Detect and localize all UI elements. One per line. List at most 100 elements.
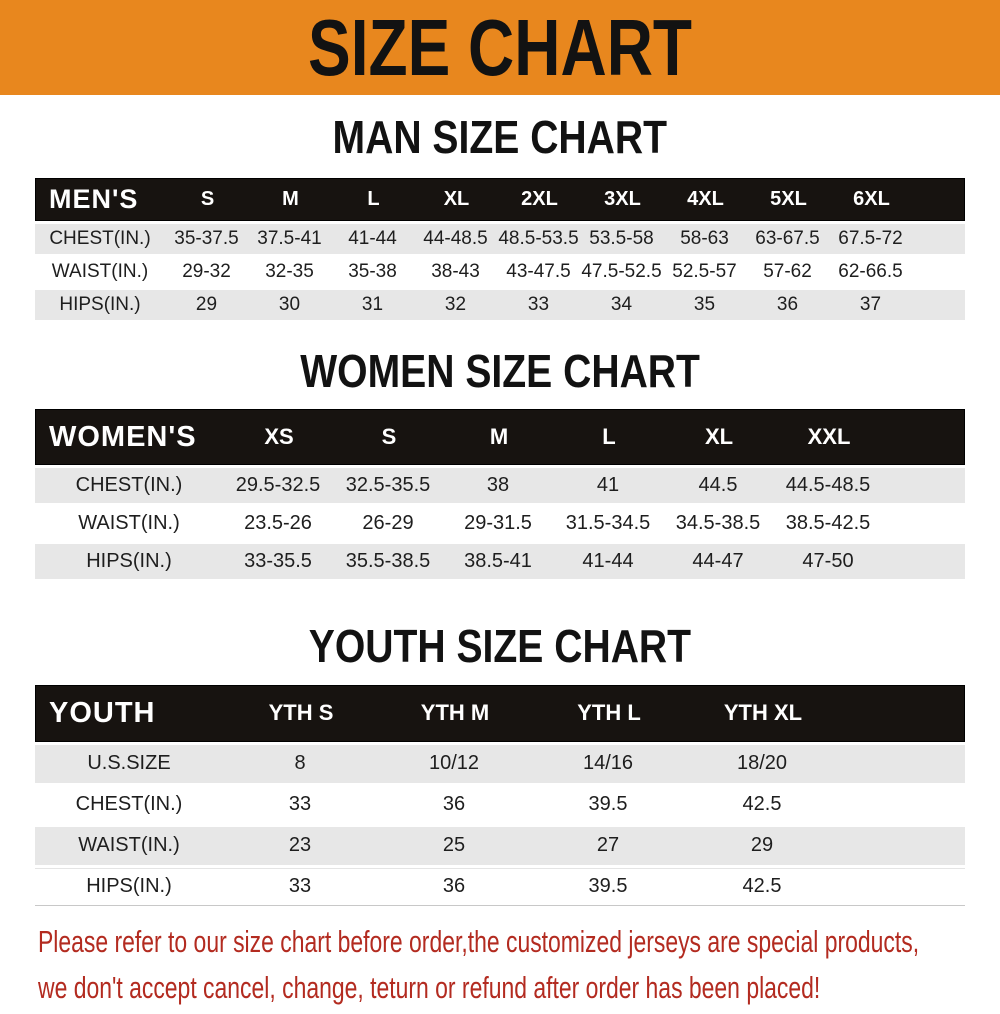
table-row: HIPS(IN.) 33 36 39.5 42.5 <box>35 867 965 906</box>
table-cell: 26-29 <box>362 512 414 535</box>
table-corner-label: WOMEN'S <box>49 420 197 453</box>
table-cell: 42.5 <box>742 875 782 898</box>
table-corner-label: MEN'S <box>49 183 139 214</box>
size-header-cell: YTH M <box>420 700 490 726</box>
size-header-cell: M <box>282 187 299 210</box>
table-row: CHEST(IN.) 33 36 39.5 42.5 <box>35 785 965 824</box>
table-row: WAIST(IN.) 23 25 27 29 <box>35 826 965 865</box>
banner-title: SIZE CHART <box>308 2 692 92</box>
row-spacer <box>839 745 965 783</box>
table-cell: 33 <box>288 875 312 898</box>
table-cell: 30 <box>278 293 301 315</box>
table-cell: 38.5-41 <box>464 550 532 573</box>
size-header-cell: YTH XL <box>723 700 803 726</box>
size-header-cell: 3XL <box>604 187 641 210</box>
table-cell: 32.5-35.5 <box>345 474 431 497</box>
row-spacer <box>883 506 965 541</box>
table-row: U.S.SIZE 8 10/12 14/16 18/20 <box>35 744 965 783</box>
row-spacer <box>883 544 965 579</box>
table-cell: 44-47 <box>692 550 744 573</box>
table-cell: 37.5-41 <box>257 227 322 249</box>
table-cell: 23.5-26 <box>244 512 312 535</box>
table-cell: 32-35 <box>265 260 314 282</box>
table-header-row: YOUTH YTH S YTH M YTH L YTH XL <box>35 684 965 742</box>
row-spacer <box>912 257 965 287</box>
table-cell: 38 <box>486 474 510 497</box>
size-chart-banner: SIZE CHART <box>0 0 1000 95</box>
table-row: WAIST(IN.) 29-32 32-35 35-38 38-43 43-47.5 47.… <box>35 256 965 287</box>
row-label-cell: WAIST(IN.) <box>51 260 149 282</box>
table-cell: 41-44 <box>348 227 397 249</box>
row-spacer <box>912 224 965 254</box>
table-cell: 29 <box>195 293 218 315</box>
table-cell: 58-63 <box>680 227 729 249</box>
table-cell: 34 <box>610 293 633 315</box>
table-cell: 36 <box>442 793 466 816</box>
table-cell: 57-62 <box>763 260 812 282</box>
row-label-cell: CHEST(IN.) <box>75 474 183 497</box>
table-cell: 14/16 <box>582 752 634 775</box>
table-cell: 63-67.5 <box>755 227 820 249</box>
table-cell: 31 <box>361 293 384 315</box>
row-label-cell: HIPS(IN.) <box>86 875 172 898</box>
table-cell: 43-47.5 <box>506 260 571 282</box>
disclaimer-line-1: Please refer to our size chart before or… <box>38 923 920 959</box>
table-cell: 44-48.5 <box>423 227 488 249</box>
table-cell: 36 <box>442 875 466 898</box>
table-cell: 34.5-38.5 <box>675 512 761 535</box>
row-spacer <box>839 827 965 865</box>
table-cell: 29-32 <box>182 260 231 282</box>
women-section-heading: WOMEN SIZE CHART <box>0 345 1000 397</box>
table-row: CHEST(IN.) 35-37.5 37.5-41 41-44 44-48.5 48.5… <box>35 223 965 254</box>
header-spacer <box>840 686 964 741</box>
table-cell: 38-43 <box>431 260 480 282</box>
table-cell: 18/20 <box>736 752 788 775</box>
size-header-cell: 4XL <box>687 187 724 210</box>
size-header-cell: M <box>489 424 509 450</box>
youth-size-table: YOUTH YTH S YTH M YTH L YTH XL U.S.SIZE 8 10/12… <box>35 684 965 906</box>
table-cell: 47-50 <box>802 550 854 573</box>
table-header-row: MEN'S S M L XL 2XL 3XL 4XL 5XL 6XL <box>35 177 965 221</box>
table-cell: 48.5-53.5 <box>498 227 579 249</box>
row-label-cell: CHEST(IN.) <box>49 227 151 249</box>
table-cell: 35-37.5 <box>174 227 239 249</box>
table-cell: 10/12 <box>428 752 480 775</box>
size-header-cell: XXL <box>807 424 851 450</box>
row-label-cell: WAIST(IN.) <box>78 834 180 857</box>
table-cell: 62-66.5 <box>838 260 903 282</box>
size-header-cell: 6XL <box>853 187 890 210</box>
row-label-cell: U.S.SIZE <box>87 752 171 775</box>
table-cell: 29.5-32.5 <box>235 474 321 497</box>
row-spacer <box>883 468 965 503</box>
table-cell: 35-38 <box>348 260 397 282</box>
men-size-table: MEN'S S M L XL 2XL 3XL 4XL 5XL 6XL CHEST(IN.) 35-37… <box>35 177 965 320</box>
size-header-cell: XS <box>264 424 294 450</box>
size-header-cell: XL <box>443 187 470 210</box>
table-cell: 47.5-52.5 <box>581 260 662 282</box>
table-cell: 35.5-38.5 <box>345 550 431 573</box>
table-corner-label: YOUTH <box>49 696 156 729</box>
table-row: HIPS(IN.) 29 30 31 32 33 34 35 36 37 <box>35 289 965 320</box>
table-row: HIPS(IN.) 33-35.5 35.5-38.5 38.5-41 41-44 44-… <box>35 544 965 580</box>
table-header-row: WOMEN'S XS S M L XL XXL <box>35 409 965 466</box>
table-cell: 23 <box>288 834 312 857</box>
size-header-cell: 2XL <box>521 187 558 210</box>
header-spacer <box>884 410 964 464</box>
table-row: CHEST(IN.) 29.5-32.5 32.5-35.5 38 41 44.5 44.5… <box>35 468 965 504</box>
table-cell: 39.5 <box>588 793 628 816</box>
row-label-cell: WAIST(IN.) <box>78 512 180 535</box>
table-cell: 52.5-57 <box>672 260 737 282</box>
table-cell: 31.5-34.5 <box>565 512 651 535</box>
table-cell: 29-31.5 <box>464 512 532 535</box>
table-cell: 44.5-48.5 <box>785 474 871 497</box>
table-cell: 44.5 <box>698 474 738 497</box>
table-cell: 41-44 <box>582 550 634 573</box>
table-cell: 29 <box>750 834 774 857</box>
man-section-heading: MAN SIZE CHART <box>0 112 1000 163</box>
table-cell: 8 <box>294 752 306 775</box>
table-cell: 27 <box>596 834 620 857</box>
man-section-heading-text: MAN SIZE CHART <box>332 111 668 163</box>
row-spacer <box>839 786 965 824</box>
table-cell: 33-35.5 <box>244 550 312 573</box>
row-label-cell: CHEST(IN.) <box>75 793 183 816</box>
